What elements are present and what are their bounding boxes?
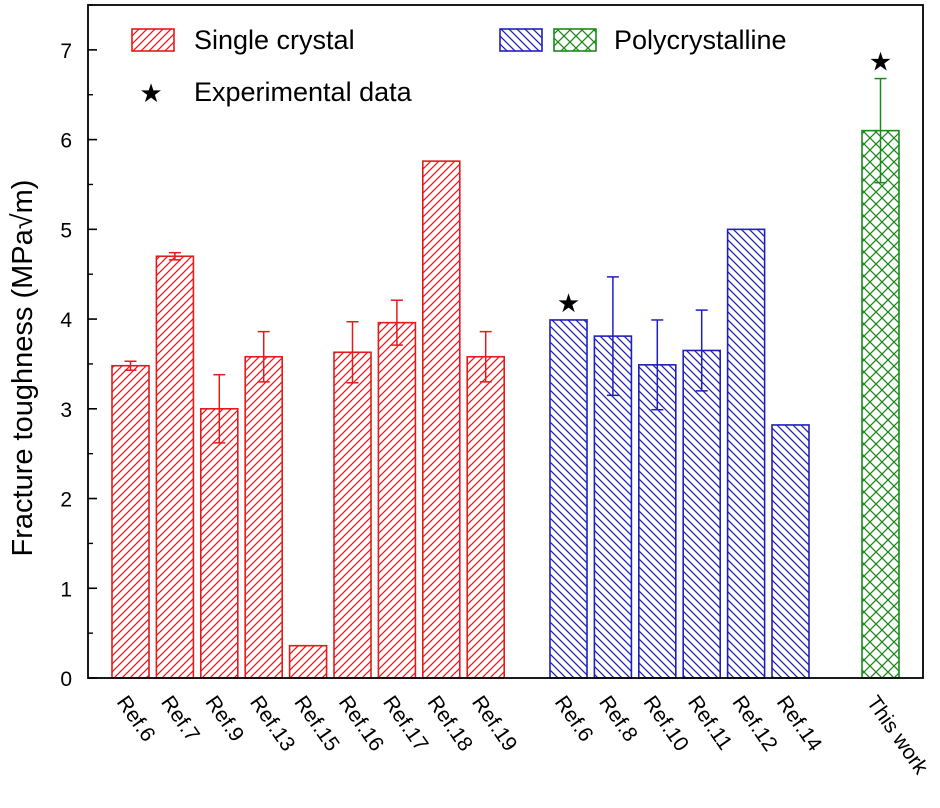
experimental-star-marker: ★ [557, 289, 580, 319]
bar [466, 355, 506, 679]
x-category-label: Ref.14 [772, 692, 827, 756]
bar [726, 228, 766, 679]
legend-label-polycrystalline: Polycrystalline [614, 25, 787, 55]
bar [421, 160, 461, 679]
bar [549, 319, 588, 679]
x-category-label: Ref.11 [683, 692, 736, 755]
x-category-label: Ref.8 [594, 692, 642, 746]
y-tick-label: 4 [60, 309, 72, 332]
legend-swatch-polycrystalline-green [553, 28, 597, 52]
experimental-star-marker: ★ [869, 48, 892, 78]
bar [155, 255, 195, 679]
x-category-label: Ref.13 [245, 692, 299, 756]
y-tick-label: 7 [60, 40, 72, 63]
x-category-label: Ref.6 [550, 692, 598, 746]
legend: Single crystal Polycrystalline ★ Experim… [131, 25, 787, 109]
x-category-label: Ref.7 [156, 692, 204, 746]
y-tick-label: 3 [60, 399, 72, 422]
plot-frame [87, 4, 924, 679]
bar [111, 364, 150, 679]
x-category-label: Ref.6 [112, 692, 160, 746]
bar [771, 424, 810, 679]
bar [333, 351, 372, 679]
x-category-label: This work [862, 692, 933, 779]
y-tick-label: 1 [60, 578, 72, 601]
x-category-label: Ref.15 [290, 692, 344, 756]
y-tick-label: 0 [60, 668, 72, 691]
legend-label-single-crystal: Single crystal [194, 25, 355, 55]
y-axis-label: Fracture toughness (MPa√m) [7, 180, 39, 557]
x-category-label: Ref.16 [334, 692, 388, 756]
bar [288, 644, 328, 679]
x-category-label: Ref.12 [728, 692, 782, 756]
y-tick-label: 6 [60, 130, 72, 153]
bar [200, 407, 239, 679]
bar [244, 355, 283, 679]
legend-swatch-polycrystalline-blue [499, 28, 543, 52]
x-category-label: Ref.17 [378, 692, 432, 756]
bar [637, 364, 677, 679]
bar [377, 321, 417, 679]
legend-label-experimental-data: Experimental data [194, 77, 413, 107]
y-tick-label: 2 [60, 489, 72, 512]
legend-marker-star: ★ [139, 79, 162, 109]
bar [682, 349, 722, 679]
y-tick-label: 5 [60, 219, 72, 242]
bar [861, 129, 900, 679]
x-category-label: Ref.19 [467, 692, 521, 756]
legend-swatch-single-crystal [131, 28, 175, 52]
x-category-label: Ref.9 [201, 692, 249, 746]
x-category-label: Ref.18 [423, 692, 477, 756]
x-category-label: Ref.10 [639, 692, 693, 756]
